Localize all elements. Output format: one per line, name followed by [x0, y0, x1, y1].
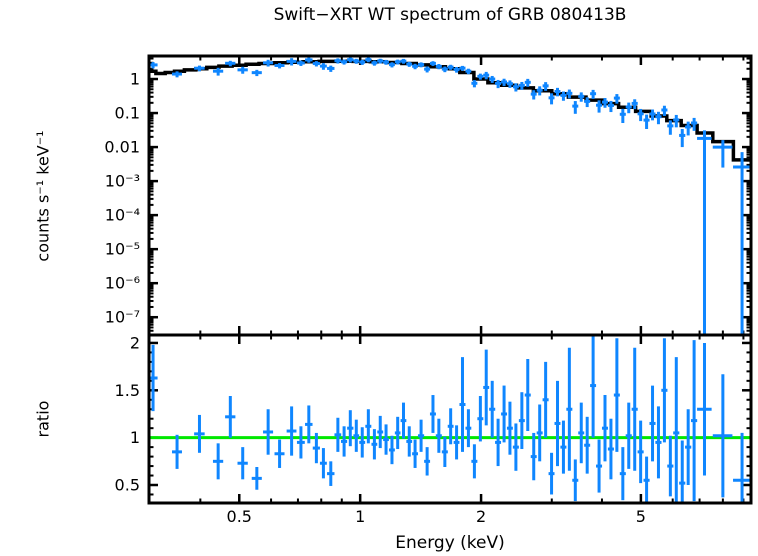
- tick-label: 10⁻³: [105, 172, 140, 191]
- tick-label: 1: [355, 507, 365, 526]
- top-data-points: [149, 57, 751, 335]
- tick-label: 10⁻⁶: [105, 274, 140, 293]
- tick-label: 0.01: [104, 138, 140, 157]
- ratio-data-points: [149, 335, 751, 503]
- model-histogram: [149, 59, 751, 162]
- tick-label: 1.5: [115, 381, 140, 400]
- tick-label: 10⁻⁴: [105, 206, 140, 225]
- bottom-panel-frame: [147, 333, 753, 505]
- tick-label: 5: [636, 507, 646, 526]
- tick-label: 2: [130, 333, 140, 352]
- tick-label: 1: [130, 70, 140, 89]
- chart-title: Swift−XRT WT spectrum of GRB 080413B: [273, 5, 627, 25]
- panel-frames: [147, 54, 753, 505]
- tick-label: 0.5: [227, 507, 252, 526]
- tick-label: 1: [130, 428, 140, 447]
- tick-label: 0.5: [115, 476, 140, 495]
- top-panel-frame: [147, 54, 753, 337]
- axis-tick-labels: 0.5 1 2 5 1 0.1 0.01 10⁻³ 10⁻⁴ 10⁻⁵ 10⁻⁶ 10⁻⁷ 0.5 1 1.…: [104, 70, 646, 526]
- tick-label: 0.1: [115, 104, 140, 123]
- tick-label: 10⁻⁷: [105, 308, 140, 327]
- energy-axis-label: Energy (keV): [395, 533, 505, 553]
- tick-label: 10⁻⁵: [105, 240, 140, 259]
- tick-label: 2: [476, 507, 486, 526]
